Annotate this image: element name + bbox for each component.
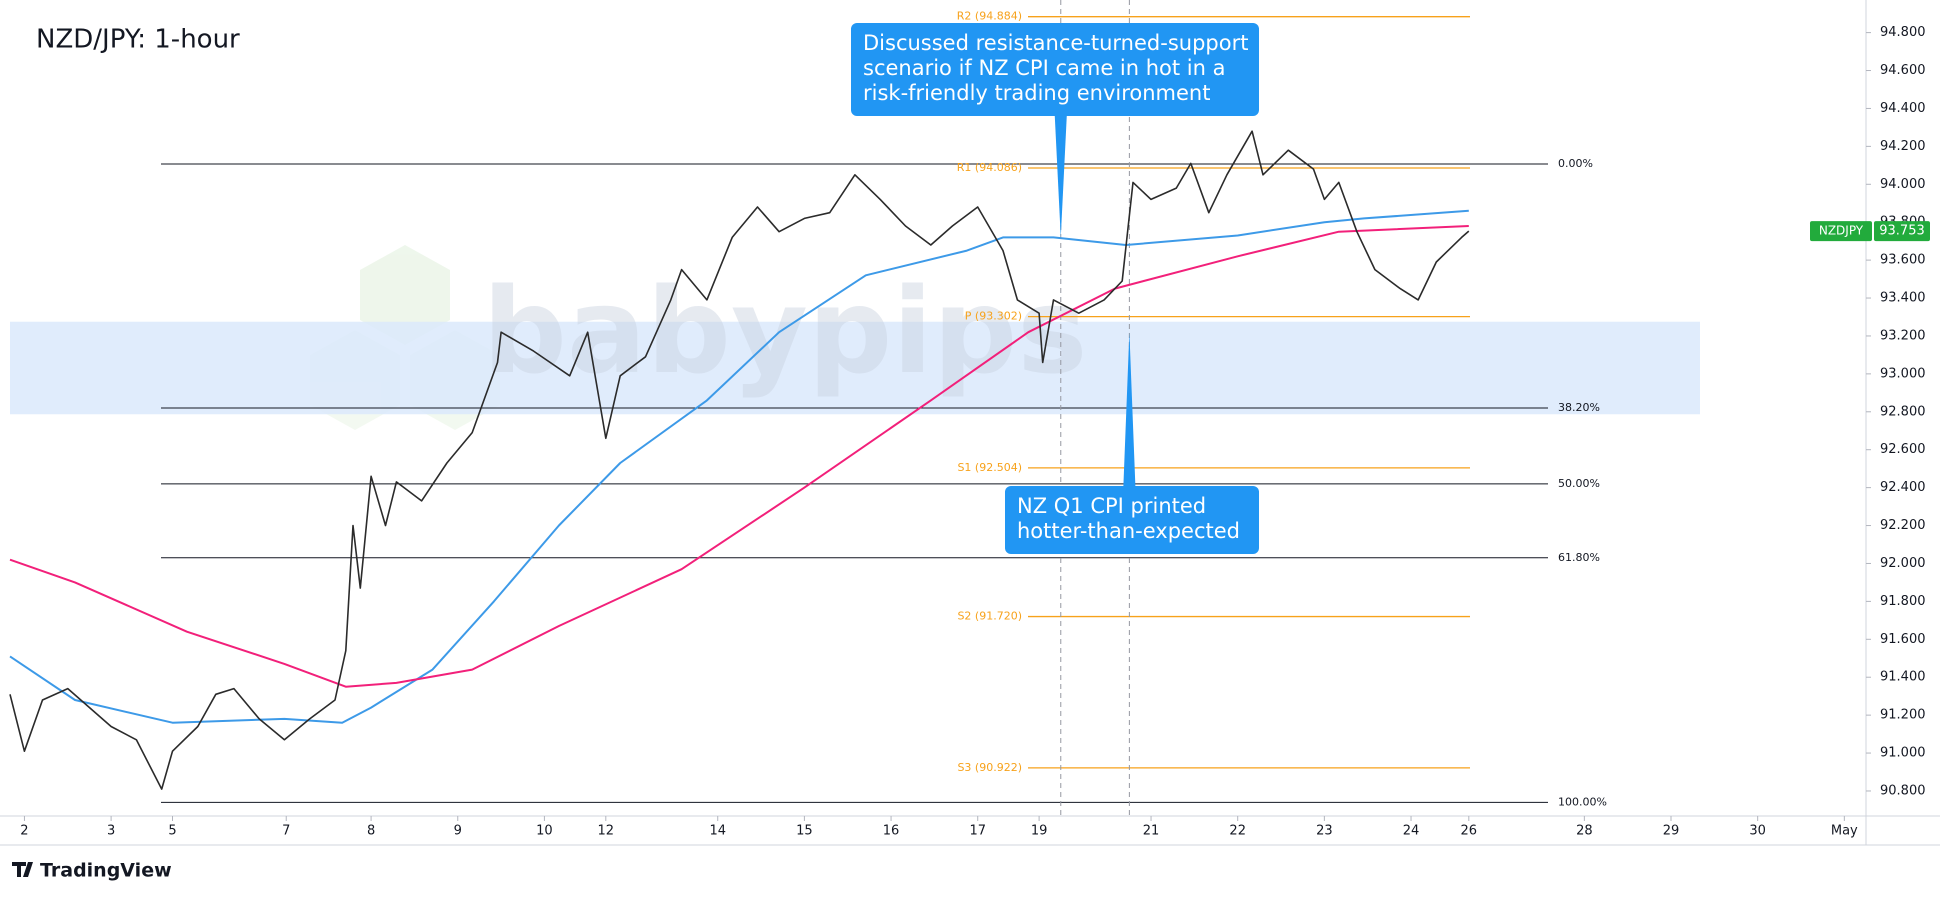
symbol-tag-label: NZDJPY: [1819, 224, 1864, 238]
callout-text: risk-friendly trading environment: [863, 81, 1210, 105]
brand-logo: [12, 862, 33, 877]
y-tick-label: 91.000: [1880, 746, 1926, 761]
y-tick-label: 92.200: [1880, 518, 1926, 533]
pivot-label: S3 (90.922): [957, 761, 1022, 774]
y-tick-label: 93.000: [1880, 366, 1926, 381]
y-tick-label: 93.200: [1880, 328, 1926, 343]
x-tick-label: 19: [1031, 824, 1048, 839]
y-tick-label: 92.400: [1880, 480, 1926, 495]
y-tick-label: 92.600: [1880, 442, 1926, 457]
x-tick-label: 8: [367, 824, 375, 839]
y-tick-label: 94.200: [1880, 139, 1926, 154]
moving-average: [9, 225, 1469, 688]
callout-text: Discussed resistance-turned-support: [863, 31, 1248, 55]
price-line: [9, 130, 1470, 790]
callout-text: scenario if NZ CPI came in hot in a: [863, 56, 1226, 80]
y-tick-label: 90.800: [1880, 783, 1926, 798]
callout-arrow: [1123, 332, 1136, 486]
price-tag: [1874, 221, 1930, 242]
x-tick-label: 24: [1403, 824, 1420, 839]
pivot-label: R2 (94.884): [957, 10, 1022, 23]
x-tick-label: 30: [1749, 824, 1766, 839]
price-tag-label: 93.753: [1879, 224, 1925, 239]
watermark: babypips: [482, 262, 1087, 400]
x-tick-label: 9: [454, 824, 462, 839]
fib-label: 50.00%: [1558, 477, 1600, 490]
callout-box: [1005, 486, 1259, 554]
symbol-tag: [1810, 221, 1872, 242]
support-zone: [10, 321, 1700, 415]
fib-label: 100.00%: [1558, 795, 1607, 808]
fib-label: 0.00%: [1558, 157, 1593, 170]
x-tick-label: 29: [1663, 824, 1680, 839]
x-tick-label: 2: [20, 824, 28, 839]
x-tick-label: 28: [1576, 824, 1593, 839]
fib-label: 61.80%: [1558, 551, 1600, 564]
y-tick-label: 91.200: [1880, 708, 1926, 723]
y-tick-label: 91.800: [1880, 594, 1926, 609]
y-tick-label: 94.400: [1880, 101, 1926, 116]
x-tick-label: 21: [1143, 824, 1160, 839]
x-tick-label: 17: [969, 824, 986, 839]
pivot-label: R1 (94.086): [957, 161, 1022, 174]
pivot-label: P (93.302): [965, 310, 1022, 323]
x-tick-label: 3: [107, 824, 115, 839]
y-tick-label: 94.800: [1880, 25, 1926, 40]
x-tick-label: 23: [1316, 824, 1333, 839]
x-tick-label: May: [1831, 824, 1858, 839]
x-tick-label: 16: [883, 824, 900, 839]
x-tick-label: 22: [1229, 824, 1246, 839]
y-tick-label: 94.600: [1880, 63, 1926, 78]
y-tick-label: 92.000: [1880, 556, 1926, 571]
moving-average: [9, 209, 1469, 724]
chart-title: NZD/JPY: 1-hour: [36, 25, 240, 55]
brand: TradingView: [40, 860, 172, 882]
callout-text: NZ Q1 CPI printed: [1017, 494, 1206, 518]
x-tick-label: 14: [709, 824, 726, 839]
callout-arrow: [1054, 116, 1067, 238]
y-tick-label: 93.400: [1880, 291, 1926, 306]
callout-box: [851, 23, 1259, 116]
x-tick-label: 26: [1461, 824, 1478, 839]
x-tick-label: 12: [598, 824, 615, 839]
y-tick-label: 94.000: [1880, 177, 1926, 192]
y-tick-label: 93.600: [1880, 253, 1926, 268]
x-tick-label: 15: [796, 824, 813, 839]
callout-text: hotter-than-expected: [1017, 519, 1240, 543]
fib-label: 38.20%: [1558, 401, 1600, 414]
pivot-label: S2 (91.720): [957, 610, 1022, 623]
x-tick-label: 5: [168, 824, 176, 839]
y-tick-label: 92.800: [1880, 404, 1926, 419]
y-tick-label: 91.400: [1880, 670, 1926, 685]
y-tick-label: 91.600: [1880, 632, 1926, 647]
pivot-label: S1 (92.504): [957, 461, 1022, 474]
x-tick-label: 7: [282, 824, 290, 839]
x-tick-label: 10: [536, 824, 553, 839]
